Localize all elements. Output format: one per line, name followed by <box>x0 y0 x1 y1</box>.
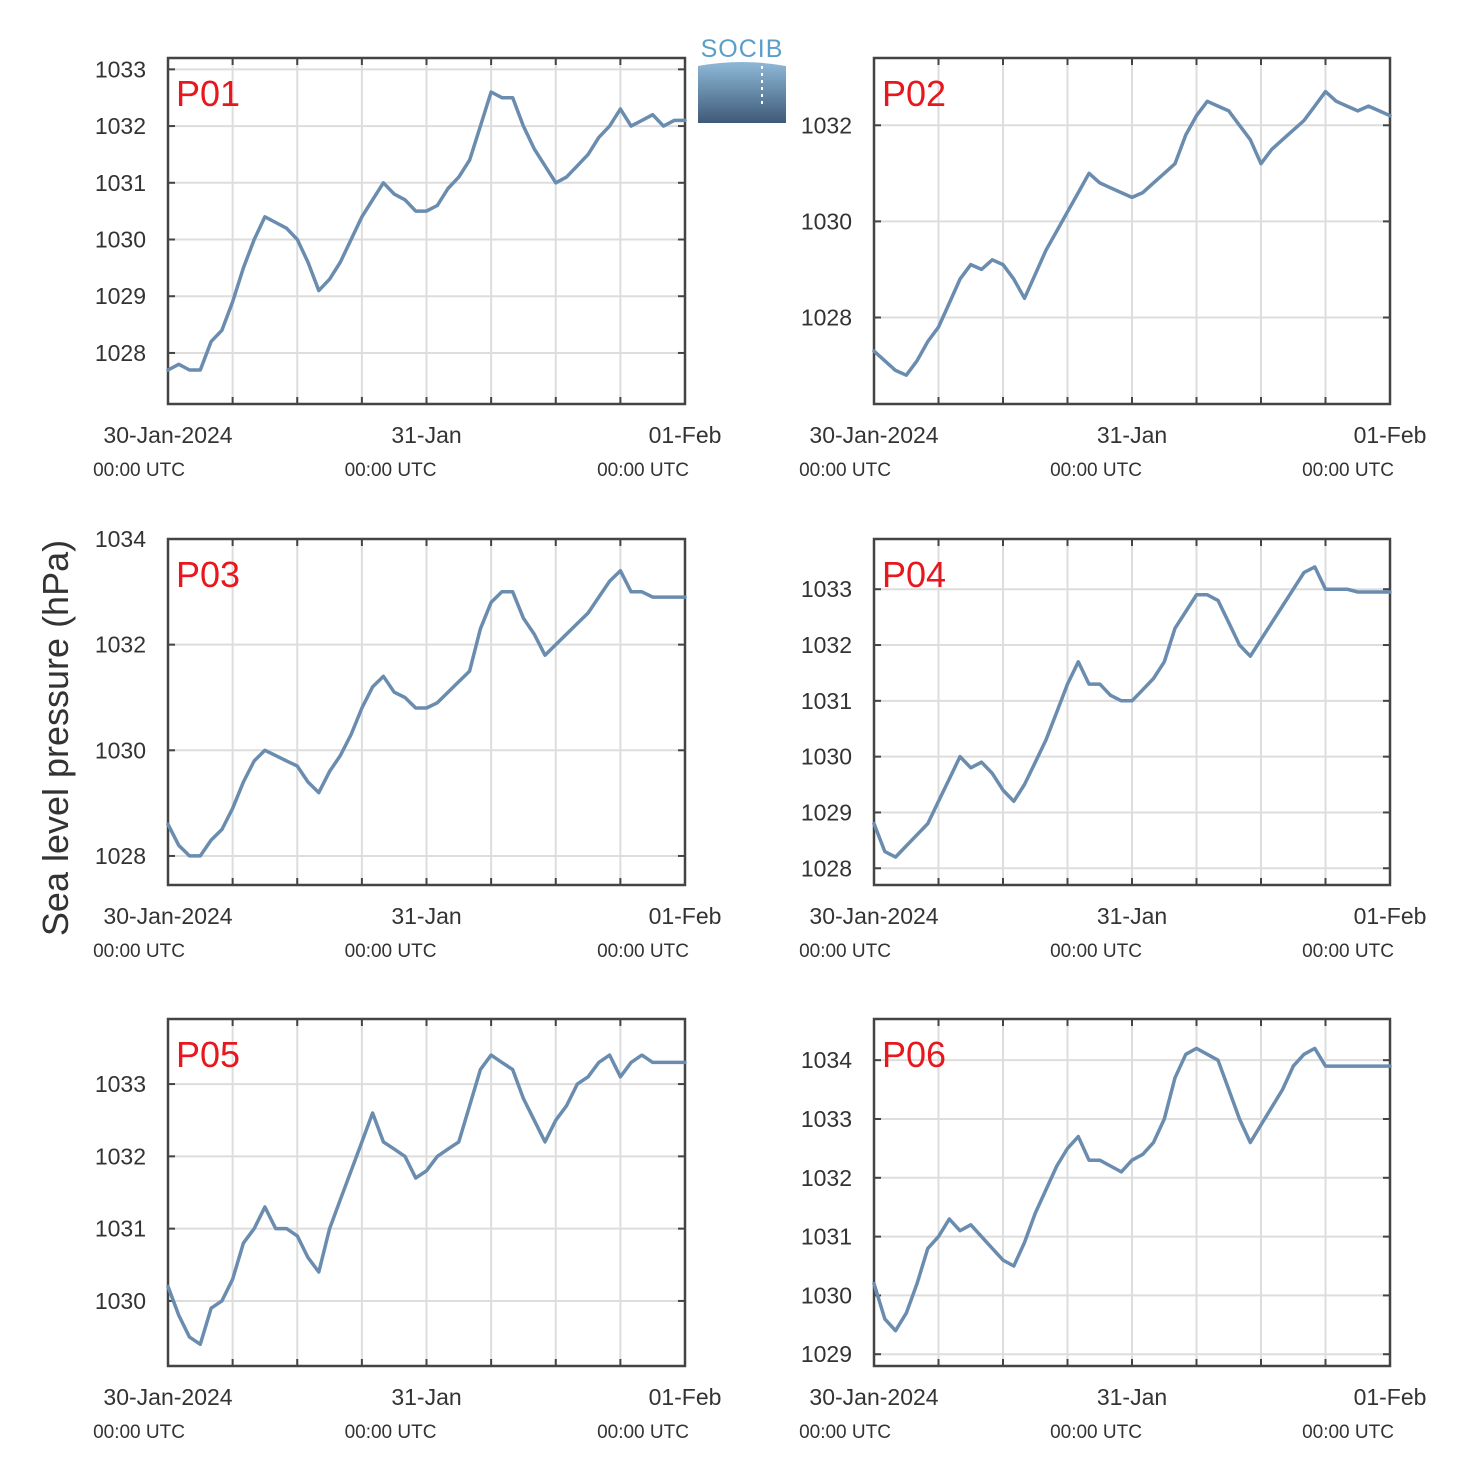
x-tick-time-label: 00:00 UTC <box>93 1422 185 1443</box>
y-tick-label: 1032 <box>95 1143 146 1169</box>
y-tick-label: 1034 <box>801 1047 852 1073</box>
y-tick-label: 1033 <box>801 576 852 602</box>
x-tick-time-label: 00:00 UTC <box>597 1422 689 1443</box>
plot-frame <box>166 1017 687 1368</box>
x-tick-date-label: 31-Jan <box>391 422 461 448</box>
panel-label: P06 <box>882 1034 946 1075</box>
x-tick-date-label: 01-Feb <box>1354 1384 1427 1410</box>
y-tick-label: 1032 <box>95 113 146 139</box>
y-tick-label: 1033 <box>95 56 146 82</box>
plot-frame <box>166 537 687 887</box>
x-tick-time-label: 00:00 UTC <box>1050 941 1142 962</box>
series-line <box>166 1053 687 1347</box>
plot-frame <box>872 537 1392 887</box>
panel-p06: 1029 1030 1031 1032 1033 1034 P06 30-Jan-2024 00… <box>799 1017 1427 1443</box>
x-tick-date-label: 30-Jan-2024 <box>103 422 232 448</box>
panel-p05: 1030 1031 1032 1033 P05 30-Jan-2024 00:00 UTC 3… <box>93 1017 722 1443</box>
y-tick-label: 1032 <box>95 632 146 658</box>
y-tick-label: 1029 <box>801 1341 852 1367</box>
x-tick-time-label: 00:00 UTC <box>93 941 185 962</box>
x-tick-time-label: 00:00 UTC <box>1302 1422 1394 1443</box>
x-tick-time-label: 00:00 UTC <box>1302 941 1394 962</box>
x-tick-time-label: 00:00 UTC <box>799 941 891 962</box>
panel-p01: 1028 1029 1030 1031 1032 1033 P01 30-Jan-2024 00… <box>93 56 721 481</box>
x-tick-time-label: 00:00 UTC <box>1050 460 1142 481</box>
x-tick-date-label: 30-Jan-2024 <box>809 903 938 929</box>
y-tick-label: 1030 <box>95 737 146 763</box>
plot-frame <box>872 56 1392 406</box>
x-tick-time-label: 00:00 UTC <box>1050 1422 1142 1443</box>
x-tick-date-label: 31-Jan <box>391 1384 461 1410</box>
logo-text: SOCIB <box>701 35 784 63</box>
y-tick-label: 1031 <box>801 1224 852 1250</box>
x-tick-time-label: 00:00 UTC <box>1302 460 1394 481</box>
x-tick-time-label: 00:00 UTC <box>345 1422 437 1443</box>
x-tick-date-label: 30-Jan-2024 <box>809 1384 938 1410</box>
y-tick-label: 1032 <box>801 632 852 658</box>
x-tick-time-label: 00:00 UTC <box>799 460 891 481</box>
x-tick-date-label: 01-Feb <box>649 422 722 448</box>
y-tick-label: 1034 <box>95 526 146 552</box>
plot-frame <box>166 56 687 406</box>
y-tick-label: 1030 <box>801 1282 852 1308</box>
series-line <box>872 565 1392 859</box>
panel-label: P05 <box>176 1034 240 1075</box>
x-tick-date-label: 30-Jan-2024 <box>103 903 232 929</box>
x-tick-date-label: 30-Jan-2024 <box>103 1384 232 1410</box>
socib-logo: SOCIB <box>698 35 786 123</box>
x-tick-date-label: 01-Feb <box>649 1384 722 1410</box>
series-line <box>872 1046 1392 1333</box>
panel-label: P04 <box>882 554 946 595</box>
x-tick-date-label: 01-Feb <box>1354 422 1427 448</box>
y-tick-label: 1030 <box>801 208 852 234</box>
y-tick-label: 1031 <box>95 1216 146 1242</box>
logo-wave-icon <box>698 62 786 123</box>
x-tick-date-label: 31-Jan <box>1097 903 1167 929</box>
y-tick-label: 1030 <box>95 227 146 253</box>
x-tick-time-label: 00:00 UTC <box>799 1422 891 1443</box>
x-tick-date-label: 31-Jan <box>1097 422 1167 448</box>
y-tick-label: 1030 <box>95 1288 146 1314</box>
x-tick-time-label: 00:00 UTC <box>345 941 437 962</box>
x-tick-time-label: 00:00 UTC <box>93 460 185 481</box>
y-tick-label: 1028 <box>801 855 852 881</box>
x-tick-time-label: 00:00 UTC <box>345 460 437 481</box>
y-tick-label: 1028 <box>801 305 852 331</box>
x-tick-time-label: 00:00 UTC <box>597 941 689 962</box>
y-tick-label: 1031 <box>801 688 852 714</box>
x-tick-date-label: 01-Feb <box>1354 903 1427 929</box>
panel-label: P01 <box>176 73 240 114</box>
x-tick-date-label: 31-Jan <box>1097 1384 1167 1410</box>
panel-p02: 1028 1030 1032 P02 30-Jan-2024 00:00 UTC 31-Ja… <box>799 56 1427 481</box>
y-tick-label: 1032 <box>801 1165 852 1191</box>
panel-label: P03 <box>176 554 240 595</box>
y-tick-label: 1033 <box>801 1106 852 1132</box>
x-tick-time-label: 00:00 UTC <box>597 460 689 481</box>
panel-p04: 1028 1029 1030 1031 1032 1033 P04 30-Jan-2024 00… <box>799 537 1427 962</box>
y-axis-label: Sea level pressure (hPa) <box>35 540 76 936</box>
panel-label: P02 <box>882 73 946 114</box>
x-tick-date-label: 31-Jan <box>391 903 461 929</box>
x-tick-date-label: 01-Feb <box>649 903 722 929</box>
panel-p03: 1028 1030 1032 1034 P03 30-Jan-2024 00:00 UTC 3… <box>93 526 721 962</box>
y-tick-label: 1029 <box>801 799 852 825</box>
y-tick-label: 1029 <box>95 283 146 309</box>
y-tick-label: 1032 <box>801 112 852 138</box>
series-line <box>872 89 1392 377</box>
x-tick-date-label: 30-Jan-2024 <box>809 422 938 448</box>
y-tick-label: 1033 <box>95 1071 146 1097</box>
series-line <box>166 90 687 372</box>
series-line <box>166 568 687 858</box>
y-tick-label: 1030 <box>801 744 852 770</box>
y-tick-label: 1028 <box>95 843 146 869</box>
y-tick-label: 1031 <box>95 170 146 196</box>
plot-frame <box>872 1017 1392 1368</box>
y-tick-label: 1028 <box>95 340 146 366</box>
